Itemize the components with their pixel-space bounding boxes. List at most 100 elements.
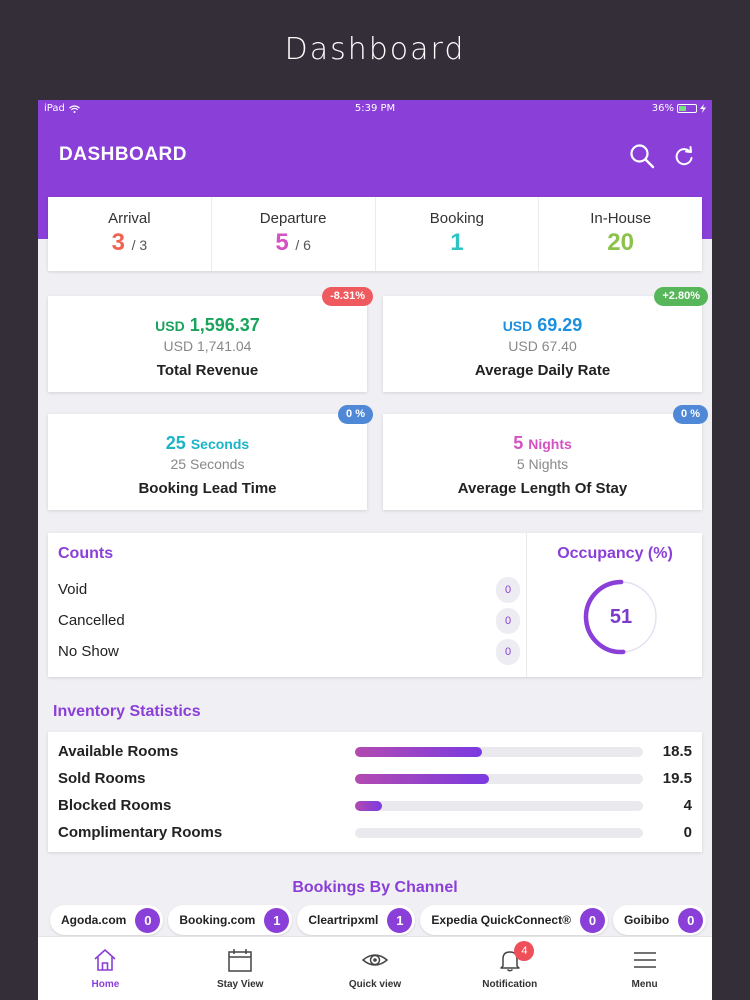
counts-panel: Counts Void 0 Cancelled 0 No Show 0: [48, 533, 527, 677]
channel-chip-goibibo[interactable]: Goibibo 0: [612, 905, 707, 935]
channels-title: Bookings By Channel: [292, 879, 458, 896]
summary-label: Booking: [429, 210, 484, 227]
metric-name: Booking Lead Time: [138, 480, 277, 497]
channel-count: 0: [678, 907, 704, 933]
notification-badge: 4: [514, 941, 535, 961]
arrival-summary[interactable]: Arrival 3 / 3: [48, 197, 212, 271]
metric-previous: 25 Seconds: [170, 456, 245, 472]
channel-name: Agoda.com: [61, 913, 127, 927]
average-daily-rate-card[interactable]: USD 69.29 USD 67.40 Average Daily Rate +…: [383, 287, 708, 392]
device-screen: iPad 5:39 PM 36% DASHBOARD Arrival 3 / 3: [38, 100, 712, 1000]
tab-notification[interactable]: 4 Notification: [442, 937, 577, 1000]
bell-icon: [500, 951, 520, 972]
metric-value: 5: [513, 433, 524, 453]
device-label: iPad: [44, 103, 65, 114]
booking-summary[interactable]: Booking 1: [376, 197, 540, 271]
tab-label: Menu: [631, 979, 658, 990]
booking-lead-time-card[interactable]: 25 Seconds 25 Seconds Booking Lead Time …: [48, 405, 373, 510]
inventory-row-sold: Sold Rooms 19.5: [58, 768, 692, 788]
tab-label: Stay View: [216, 979, 264, 990]
change-badge: 0 %: [338, 405, 373, 424]
inventory-bar: [355, 774, 489, 784]
status-bar: iPad 5:39 PM 36%: [38, 100, 712, 118]
metric-unit: Nights: [528, 436, 572, 452]
summary-value: 20: [607, 229, 634, 256]
inventory-track: [355, 801, 643, 811]
battery-percent: 36%: [651, 103, 674, 114]
inventory-value: 4: [683, 797, 692, 814]
channel-list: Agoda.com 0 Booking.com 1 Cleartripxml 1…: [50, 905, 712, 935]
change-badge: -8.31%: [322, 287, 373, 306]
inventory-track: [355, 774, 643, 784]
average-length-of-stay-card[interactable]: 5 Nights 5 Nights Average Length Of Stay…: [383, 405, 708, 510]
inventory-track: [355, 828, 643, 838]
channel-chip-cleartrip[interactable]: Cleartripxml 1: [297, 905, 416, 935]
metric-value: 25: [165, 433, 186, 453]
inventory-label: Complimentary Rooms: [58, 824, 223, 841]
departure-summary[interactable]: Departure 5 / 6: [212, 197, 376, 271]
inventory-value: 0: [683, 824, 692, 841]
inventory-row-available: Available Rooms 18.5: [58, 741, 692, 761]
inventory-bar: [355, 801, 383, 811]
channel-chip-expedia[interactable]: Expedia QuickConnect® 0: [420, 905, 608, 935]
summary-value: 3: [111, 229, 125, 256]
inventory-label: Blocked Rooms: [58, 797, 172, 814]
currency-label: USD: [502, 318, 533, 334]
summary-label: In-House: [590, 210, 652, 227]
count-row-no-show[interactable]: No Show 0: [58, 639, 520, 665]
channel-chip-booking[interactable]: Booking.com 1: [168, 905, 293, 935]
counts-title: Counts: [58, 545, 114, 562]
inventory-track: [355, 747, 643, 757]
inventory-row-complimentary: Complimentary Rooms 0: [58, 822, 692, 842]
channel-name: Cleartripxml: [308, 913, 379, 927]
inventory-value: 19.5: [662, 770, 692, 787]
menu-icon: [633, 952, 656, 968]
count-row-cancelled[interactable]: Cancelled 0: [58, 608, 520, 634]
channel-count: 0: [579, 907, 605, 933]
currency-label: USD: [155, 318, 185, 334]
inventory-row-blocked: Blocked Rooms 4: [58, 795, 692, 815]
count-row-void[interactable]: Void 0: [58, 577, 520, 603]
tab-label: Notification: [482, 979, 538, 990]
tab-label: Home: [91, 979, 120, 990]
app-title: DASHBOARD: [59, 144, 187, 165]
inventory-card: Available Rooms 18.5 Sold Rooms 19.5 Blo…: [48, 732, 702, 852]
status-time: 5:39 PM: [354, 103, 396, 114]
inventory-label: Available Rooms: [58, 743, 179, 760]
channel-name: Goibibo: [623, 913, 670, 927]
occupancy-value: 51: [609, 606, 633, 628]
tab-quick-view[interactable]: Quick view: [308, 937, 443, 1000]
search-icon[interactable]: [628, 142, 656, 170]
tab-menu[interactable]: Menu: [577, 937, 712, 1000]
summary-value: 1: [450, 229, 464, 256]
charging-icon: [700, 104, 706, 113]
metric-value: 1,596.37: [189, 315, 260, 335]
count-value: 0: [496, 577, 520, 603]
home-icon: [94, 949, 116, 971]
metric-previous: USD 1,741.04: [163, 338, 252, 354]
change-badge: +2.80%: [654, 287, 708, 306]
summary-card: Arrival 3 / 3 Departure 5 / 6 Booking 1 …: [48, 197, 702, 271]
channel-chip-agoda[interactable]: Agoda.com 0: [50, 905, 164, 935]
bottom-tab-bar: Home Stay View Quick view 4: [38, 936, 712, 1000]
metric-value: 69.29: [537, 315, 583, 335]
summary-value: 5: [275, 229, 289, 256]
count-label: No Show: [58, 643, 119, 660]
channel-name: Expedia QuickConnect®: [431, 913, 571, 927]
calendar-icon: [228, 949, 252, 972]
metric-previous: USD 67.40: [508, 338, 577, 354]
eye-icon: [361, 954, 388, 966]
count-value: 0: [496, 608, 520, 634]
counts-card: Counts Void 0 Cancelled 0 No Show 0 Occu…: [48, 533, 702, 677]
battery-icon: [677, 104, 697, 113]
tab-home[interactable]: Home: [38, 937, 173, 1000]
page-caption: Dashboard: [284, 32, 466, 67]
total-revenue-card[interactable]: USD 1,596.37 USD 1,741.04 Total Revenue …: [48, 287, 373, 392]
refresh-icon[interactable]: [670, 142, 698, 170]
tab-stay-view[interactable]: Stay View: [173, 937, 308, 1000]
in-house-summary[interactable]: In-House 20: [539, 197, 702, 271]
inventory-value: 18.5: [662, 743, 692, 760]
inventory-bar: [355, 747, 482, 757]
metric-previous: 5 Nights: [516, 456, 569, 472]
count-label: Void: [58, 581, 88, 598]
